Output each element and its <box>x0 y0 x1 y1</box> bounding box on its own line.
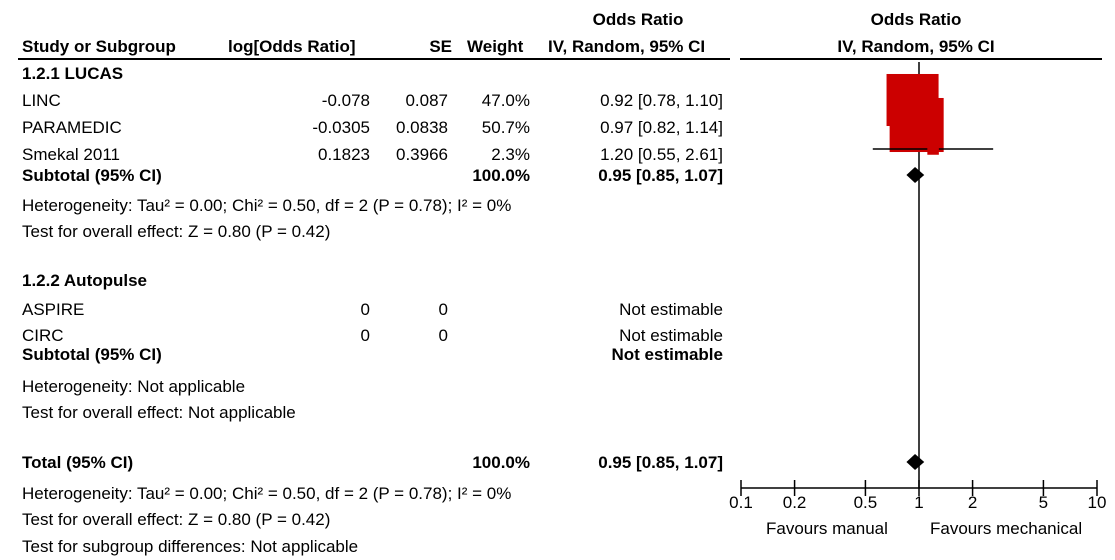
study-marker <box>927 143 939 155</box>
overall-effect-text: Test for overall effect: Not applicable <box>22 403 296 422</box>
study-se: 0 <box>438 326 448 345</box>
col-header-plot: IV, Random, 95% CI <box>837 37 995 56</box>
study-ci: 0.92 [0.78, 1.10] <box>600 91 723 110</box>
study-weight: 50.7% <box>481 118 530 137</box>
col-header-logor: log[Odds Ratio] <box>228 37 356 56</box>
group-title: 1.2.1 LUCAS <box>22 64 124 83</box>
col-header-ci: IV, Random, 95% CI <box>548 37 706 56</box>
summary-diamond <box>906 167 925 183</box>
total-label: Total (95% CI) <box>22 453 134 472</box>
total-overall-effect-text: Test for overall effect: Z = 0.80 (P = 0… <box>22 510 331 529</box>
study-name: LINC <box>22 91 61 110</box>
x-tick-label: 0.2 <box>783 493 807 512</box>
summary-diamond <box>906 454 925 470</box>
study-ci: Not estimable <box>619 300 723 319</box>
header-rule-right <box>740 58 1102 60</box>
x-tick-label: 2 <box>968 493 977 512</box>
study-se: 0.3966 <box>396 145 448 164</box>
favours-mechanical-label: Favours mechanical <box>930 519 1083 538</box>
favours-manual-label: Favours manual <box>766 519 888 538</box>
x-tick-label: 0.1 <box>729 493 753 512</box>
subtotal-ci: 0.95 [0.85, 1.07] <box>598 166 723 185</box>
odds-ratio-title-right: Odds Ratio <box>870 10 962 29</box>
study-name: Smekal 2011 <box>22 145 120 164</box>
study-logor: -0.0305 <box>312 118 370 137</box>
study-ci: 0.97 [0.82, 1.14] <box>600 118 723 137</box>
study-name: ASPIRE <box>22 300 85 319</box>
study-weight: 2.3% <box>491 145 530 164</box>
study-se: 0.087 <box>405 91 448 110</box>
col-header-weight: Weight <box>467 37 524 56</box>
x-tick-label: 5 <box>1039 493 1048 512</box>
subtotal-label: Subtotal (95% CI) <box>22 166 162 185</box>
subgroup-differences-text: Test for subgroup differences: Not appli… <box>22 537 359 556</box>
study-name: CIRC <box>22 326 64 345</box>
group-title: 1.2.2 Autopulse <box>22 271 148 290</box>
x-tick-label: 0.5 <box>854 493 878 512</box>
study-se: 0.0838 <box>396 118 448 137</box>
subtotal-label: Subtotal (95% CI) <box>22 345 162 364</box>
study-se: 0 <box>438 300 448 319</box>
x-tick-label: 1 <box>914 493 923 512</box>
study-name: PARAMEDIC <box>22 118 122 137</box>
study-logor: 0.1823 <box>318 145 370 164</box>
odds-ratio-title-left: Odds Ratio <box>592 10 684 29</box>
study-marker <box>889 97 944 153</box>
subtotal-weight: 100.0% <box>472 166 530 185</box>
heterogeneity-text: Heterogeneity: Not applicable <box>22 377 246 396</box>
study-logor: -0.078 <box>321 91 370 110</box>
study-ci: 1.20 [0.55, 2.61] <box>600 145 723 164</box>
x-tick-label: 10 <box>1088 493 1107 512</box>
header-rule-left <box>18 58 730 60</box>
overall-effect-text: Test for overall effect: Z = 0.80 (P = 0… <box>22 222 331 241</box>
heterogeneity-text: Heterogeneity: Tau² = 0.00; Chi² = 0.50,… <box>22 196 512 215</box>
total-heterogeneity-text: Heterogeneity: Tau² = 0.00; Chi² = 0.50,… <box>22 484 512 503</box>
total-weight: 100.0% <box>472 453 530 472</box>
study-logor: 0 <box>360 300 370 319</box>
study-weight: 47.0% <box>481 91 530 110</box>
total-ci: 0.95 [0.85, 1.07] <box>598 453 723 472</box>
study-ci: Not estimable <box>619 326 723 345</box>
col-header-se: SE <box>429 37 452 56</box>
col-header-study: Study or Subgroup <box>22 37 176 56</box>
subtotal-ci: Not estimable <box>611 345 723 364</box>
study-logor: 0 <box>360 326 370 345</box>
